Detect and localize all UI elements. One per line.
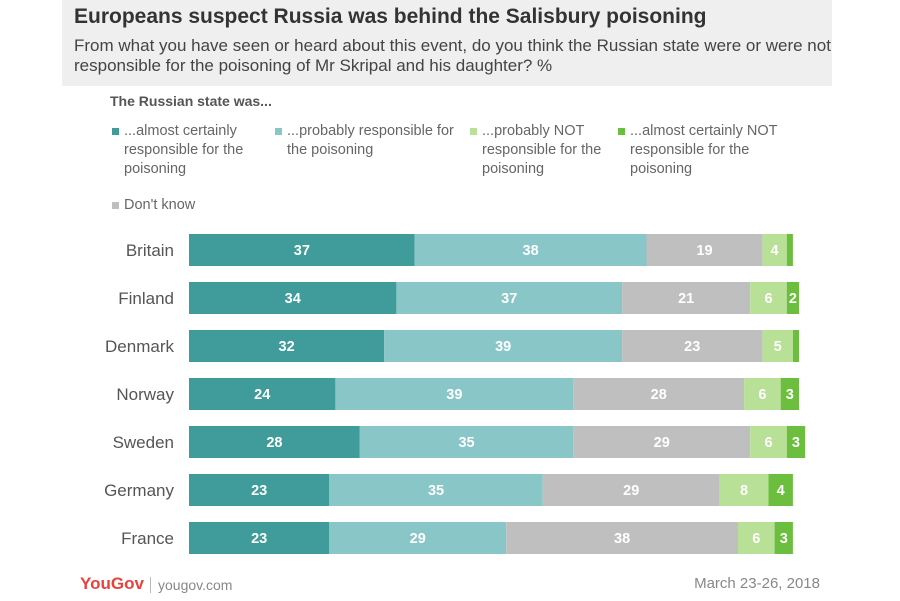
bar-segment xyxy=(768,474,793,506)
bar-segment xyxy=(384,330,623,362)
bar-segment xyxy=(329,474,543,506)
bar-segment xyxy=(762,234,787,266)
bar-segment xyxy=(750,282,787,314)
bar-segment xyxy=(774,522,793,554)
category-label: Sweden xyxy=(113,433,174,452)
bar-segment xyxy=(750,426,787,458)
bar-segment xyxy=(329,522,507,554)
data-label: 23 xyxy=(251,531,267,547)
data-label: 3 xyxy=(786,387,794,403)
bar-segment xyxy=(762,330,793,362)
legend-label: Don't know xyxy=(124,197,196,213)
data-label: 23 xyxy=(684,339,700,355)
data-label: 3 xyxy=(792,435,800,451)
category-label: Norway xyxy=(116,385,174,404)
bar-segment xyxy=(786,234,793,266)
footer-divider xyxy=(150,577,151,593)
bar-segment xyxy=(189,282,397,314)
data-label: 5 xyxy=(774,339,782,355)
bar-segment xyxy=(622,282,751,314)
header-band xyxy=(62,0,832,86)
bar-segment xyxy=(189,330,385,362)
data-label: 4 xyxy=(777,483,785,499)
bar-segment xyxy=(738,522,775,554)
bar-segment xyxy=(506,522,738,554)
legend-label: ...probably responsible for the poisonin… xyxy=(287,123,454,158)
bar-segment xyxy=(573,378,745,410)
data-label: 8 xyxy=(740,483,748,499)
data-label: 29 xyxy=(623,483,639,499)
legend-swatch xyxy=(112,202,119,209)
data-label: 6 xyxy=(764,291,772,307)
data-label: 6 xyxy=(758,387,766,403)
bar-segment xyxy=(414,234,647,266)
legend-label: ...probably NOT responsible for the pois… xyxy=(482,123,602,177)
legend-swatch xyxy=(618,128,625,135)
data-label: 38 xyxy=(614,531,630,547)
legend-swatch xyxy=(275,128,282,135)
data-label: 6 xyxy=(752,531,760,547)
bar-segment xyxy=(786,282,799,314)
bar-segment xyxy=(573,426,751,458)
data-label: 37 xyxy=(294,243,310,259)
data-label: 39 xyxy=(495,339,511,355)
bar-segment xyxy=(786,426,806,458)
bar-segment xyxy=(719,474,769,506)
footer-date: March 23-26, 2018 xyxy=(694,575,820,592)
bar-segment xyxy=(780,378,799,410)
bar-segment xyxy=(189,426,360,458)
category-label: Finland xyxy=(118,289,174,308)
data-label: 29 xyxy=(410,531,426,547)
data-label: 35 xyxy=(458,435,474,451)
yougov-logo: YouGov xyxy=(80,574,144,593)
data-label: 6 xyxy=(764,435,772,451)
category-label: Germany xyxy=(104,481,174,500)
legend-swatch xyxy=(112,128,119,135)
bar-segment xyxy=(189,522,330,554)
category-label: Britain xyxy=(126,241,174,260)
data-label: 3 xyxy=(780,531,788,547)
data-label: 35 xyxy=(428,483,444,499)
data-label: 34 xyxy=(285,291,301,307)
bar-segment xyxy=(189,474,330,506)
data-label: 38 xyxy=(523,243,539,259)
chart-subtitle: From what you have seen or heard about t… xyxy=(74,36,831,75)
data-label: 32 xyxy=(279,339,295,355)
data-label: 28 xyxy=(266,435,282,451)
bar-segment xyxy=(792,330,799,362)
bar-segment xyxy=(744,378,781,410)
bar-segment xyxy=(542,474,720,506)
legend-label: ...almost certainly NOT responsible for … xyxy=(630,123,778,177)
data-label: 4 xyxy=(771,243,779,259)
data-label: 23 xyxy=(251,483,267,499)
data-label: 39 xyxy=(446,387,462,403)
bar-segment xyxy=(335,378,574,410)
bar-segment xyxy=(359,426,574,458)
bar-segment xyxy=(189,234,415,266)
legend-swatch xyxy=(470,128,477,135)
data-label: 28 xyxy=(651,387,667,403)
data-label: 19 xyxy=(696,243,712,259)
bar-segment xyxy=(396,282,623,314)
bar-segment xyxy=(189,378,336,410)
data-label: 24 xyxy=(254,387,270,403)
data-label: 21 xyxy=(678,291,694,307)
category-label: France xyxy=(121,529,174,548)
legend-label: ...almost certainly responsible for the … xyxy=(124,123,244,177)
legend-title: The Russian state was... xyxy=(110,93,272,109)
bar-segment xyxy=(646,234,763,266)
bar-segment xyxy=(622,330,763,362)
data-label: 2 xyxy=(789,291,797,307)
data-label: 37 xyxy=(501,291,517,307)
chart-title: Europeans suspect Russia was behind the … xyxy=(74,5,707,28)
category-label: Denmark xyxy=(105,337,174,356)
data-label: 29 xyxy=(654,435,670,451)
footer-url[interactable]: yougov.com xyxy=(158,577,233,593)
